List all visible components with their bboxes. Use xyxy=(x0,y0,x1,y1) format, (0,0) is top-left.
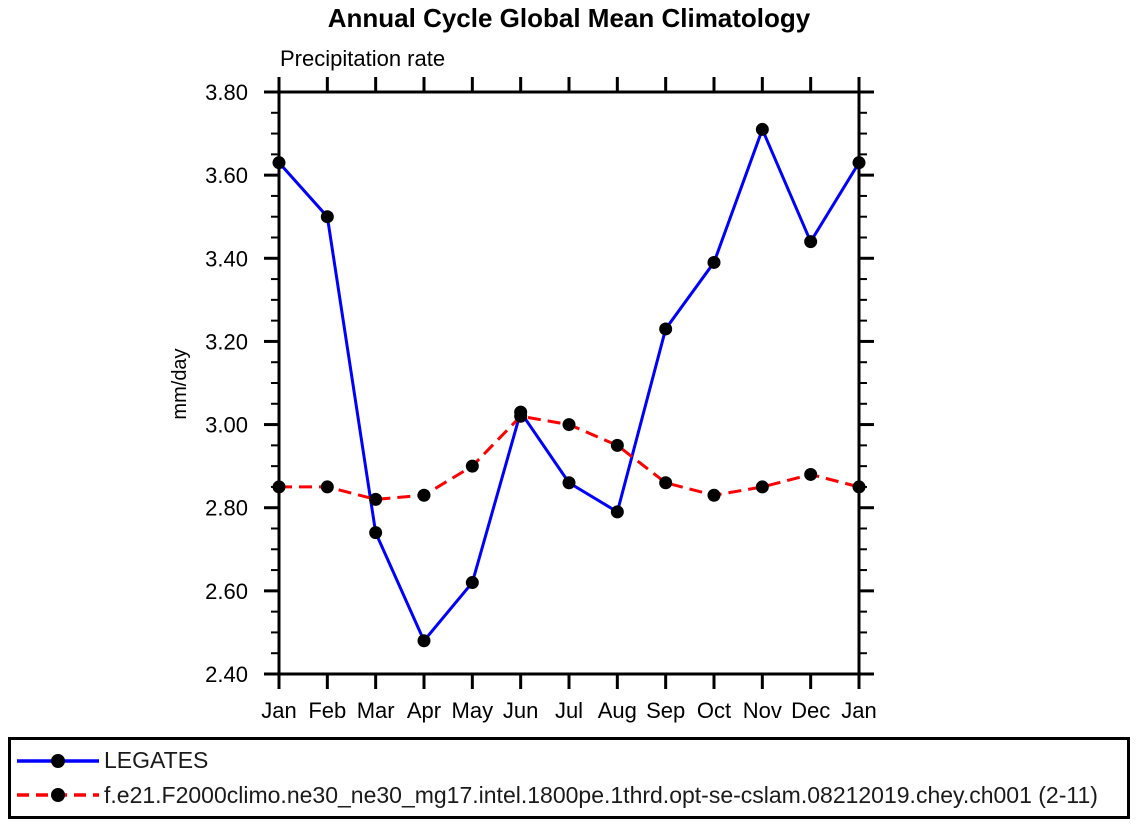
y-tick-label: 3.00 xyxy=(205,413,248,438)
data-point-marker-model xyxy=(755,480,769,494)
data-point-marker-legates xyxy=(320,210,334,224)
data-point-marker-model xyxy=(804,467,818,481)
x-tick-label: Sep xyxy=(646,698,685,723)
legend-label-model: f.e21.F2000climo.ne30_ne30_mg17.intel.18… xyxy=(104,781,1098,808)
data-point-marker-model xyxy=(514,409,528,423)
data-point-marker-legates xyxy=(562,476,576,490)
x-tick-label: Feb xyxy=(308,698,346,723)
x-tick-label: Dec xyxy=(791,698,830,723)
chart-title: Annual Cycle Global Mean Climatology xyxy=(327,3,811,33)
x-tick-label: Aug xyxy=(598,698,637,723)
data-point-marker-legates xyxy=(272,156,286,170)
data-point-marker-legates xyxy=(465,576,479,590)
data-point-marker-legates xyxy=(369,526,383,540)
data-point-marker-legates xyxy=(659,322,673,336)
y-axis-label: mm/day xyxy=(169,348,191,419)
data-point-marker-model xyxy=(272,480,286,494)
series-line-legates xyxy=(277,125,861,644)
data-point-marker-model xyxy=(465,459,479,473)
legend-line-sample-legates xyxy=(17,753,99,768)
data-point-marker-model xyxy=(417,488,431,502)
data-point-marker-model xyxy=(369,492,383,506)
legend-item-legates: LEGATES xyxy=(15,747,1127,774)
x-tick-label: Apr xyxy=(407,698,441,723)
legend-marker-icon xyxy=(51,753,65,768)
data-point-marker-legates xyxy=(707,255,721,269)
y-tick-label: 3.80 xyxy=(205,80,248,105)
data-point-marker-model xyxy=(610,438,624,452)
y-tick-label: 3.20 xyxy=(205,329,248,354)
legend-marker-icon xyxy=(51,788,65,803)
x-tick-label: Oct xyxy=(697,698,731,723)
legend-item-model: f.e21.F2000climo.ne30_ne30_mg17.intel.18… xyxy=(15,782,1127,809)
data-point-marker-legates xyxy=(417,634,431,648)
chart-subtitle: Precipitation rate xyxy=(280,46,446,71)
y-tick-label: 2.60 xyxy=(205,579,248,604)
data-point-marker-model xyxy=(659,476,673,490)
y-tick-label: 2.80 xyxy=(205,496,248,521)
data-point-marker-model xyxy=(852,480,866,494)
data-point-marker-legates xyxy=(804,235,818,249)
x-tick-label: Nov xyxy=(743,698,782,723)
x-tick-label: Jul xyxy=(555,698,583,723)
y-tick-label: 3.40 xyxy=(205,246,248,271)
x-tick-label: Mar xyxy=(357,698,395,723)
y-tick-label: 2.40 xyxy=(205,662,248,687)
x-tick-label: Jun xyxy=(503,698,538,723)
data-point-marker-model xyxy=(562,418,576,432)
data-point-marker-legates xyxy=(755,122,769,136)
data-point-marker-legates xyxy=(610,505,624,519)
x-tick-label: Jan xyxy=(261,698,296,723)
legend-line-sample-model xyxy=(17,788,99,803)
data-point-marker-legates xyxy=(852,156,866,170)
data-point-marker-model xyxy=(707,488,721,502)
legend-label-legates: LEGATES xyxy=(104,747,209,774)
x-tick-label: Jan xyxy=(841,698,876,723)
legend-box: LEGATES f.e21.F2000climo.ne30_ne30_mg17.… xyxy=(8,737,1130,819)
x-tick-label: May xyxy=(452,698,494,723)
data-point-marker-model xyxy=(320,480,334,494)
y-tick-label: 3.60 xyxy=(205,163,248,188)
